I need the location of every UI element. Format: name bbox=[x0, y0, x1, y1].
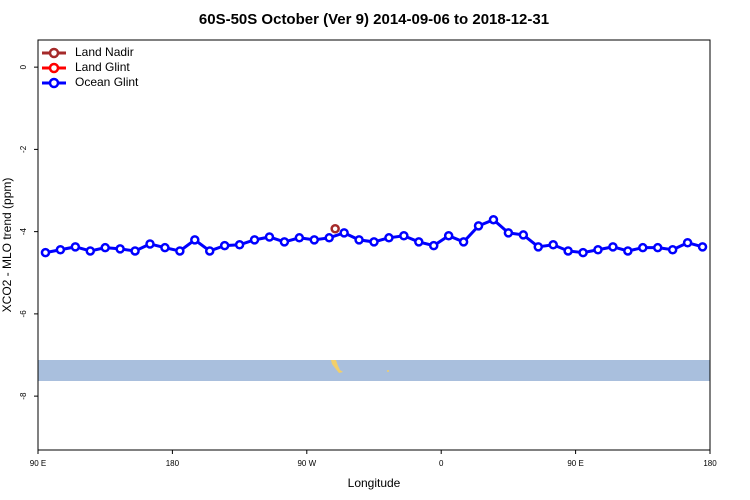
data-point bbox=[175, 246, 185, 256]
plot-frame bbox=[37, 39, 711, 451]
data-point bbox=[354, 235, 364, 245]
chart-title: 60S-50S October (Ver 9) 2014-09-06 to 20… bbox=[199, 11, 549, 28]
data-point bbox=[264, 232, 275, 242]
legend-marker bbox=[48, 77, 60, 89]
data-point bbox=[324, 233, 334, 243]
series-line bbox=[45, 217, 703, 255]
data-point bbox=[638, 242, 648, 253]
data-point bbox=[294, 233, 305, 243]
data-point bbox=[533, 242, 544, 252]
data-point bbox=[234, 240, 245, 250]
y-tick-label: -6 bbox=[19, 310, 28, 318]
data-point bbox=[100, 242, 110, 253]
x-tick-label: 90 E bbox=[567, 459, 583, 468]
data-point bbox=[219, 240, 230, 251]
data-point bbox=[488, 214, 499, 225]
data-point bbox=[414, 237, 424, 247]
y-axis-label: XCO2 - MLO trend (ppm) bbox=[0, 178, 14, 313]
x-axis-label: Longitude bbox=[348, 476, 401, 490]
data-point bbox=[249, 235, 260, 245]
data-point bbox=[608, 242, 618, 252]
x-tick-label: 90 E bbox=[30, 459, 46, 468]
x-tick-label: 90 W bbox=[297, 459, 316, 468]
data-point bbox=[339, 228, 349, 238]
data-point bbox=[160, 242, 170, 253]
legend-label: Land Glint bbox=[75, 60, 130, 74]
data-point bbox=[548, 240, 558, 250]
y-tick-label: -4 bbox=[19, 228, 28, 236]
data-point bbox=[330, 224, 340, 234]
data-point bbox=[503, 228, 514, 238]
legend-label: Land Nadir bbox=[75, 45, 134, 59]
data-point bbox=[130, 246, 140, 256]
land-shape bbox=[331, 360, 343, 373]
legend-marker bbox=[48, 62, 60, 74]
data-point bbox=[190, 235, 200, 245]
y-tick-label: 0 bbox=[19, 64, 28, 69]
data-point bbox=[563, 246, 573, 256]
legend-marker bbox=[48, 47, 60, 59]
data-point bbox=[384, 233, 394, 243]
data-point bbox=[115, 244, 125, 254]
data-point bbox=[473, 221, 484, 231]
data-point bbox=[70, 242, 81, 252]
x-tick-label: 180 bbox=[166, 459, 180, 468]
data-point bbox=[55, 244, 66, 255]
map-band bbox=[38, 360, 710, 381]
legend-label: Ocean Glint bbox=[75, 75, 139, 89]
y-tick-label: -8 bbox=[19, 392, 28, 400]
data-point bbox=[85, 246, 96, 256]
data-point bbox=[204, 246, 215, 256]
data-point bbox=[518, 230, 529, 240]
data-point bbox=[145, 239, 155, 249]
x-tick-label: 0 bbox=[439, 459, 444, 468]
y-tick-label: -2 bbox=[19, 145, 28, 153]
data-point bbox=[623, 246, 633, 256]
data-point bbox=[428, 240, 439, 251]
data-point bbox=[667, 244, 678, 255]
data-point bbox=[443, 230, 454, 241]
data-point bbox=[369, 237, 379, 247]
data-point bbox=[652, 242, 663, 253]
data-point bbox=[593, 244, 603, 255]
land-shape bbox=[387, 370, 389, 372]
data-point bbox=[40, 247, 51, 258]
data-point bbox=[458, 237, 469, 247]
x-tick-label: 180 bbox=[703, 459, 717, 468]
data-point bbox=[697, 242, 708, 252]
data-point bbox=[682, 237, 693, 248]
data-point bbox=[309, 235, 320, 245]
data-point bbox=[578, 247, 588, 258]
data-point bbox=[399, 230, 409, 241]
data-point bbox=[279, 237, 290, 247]
